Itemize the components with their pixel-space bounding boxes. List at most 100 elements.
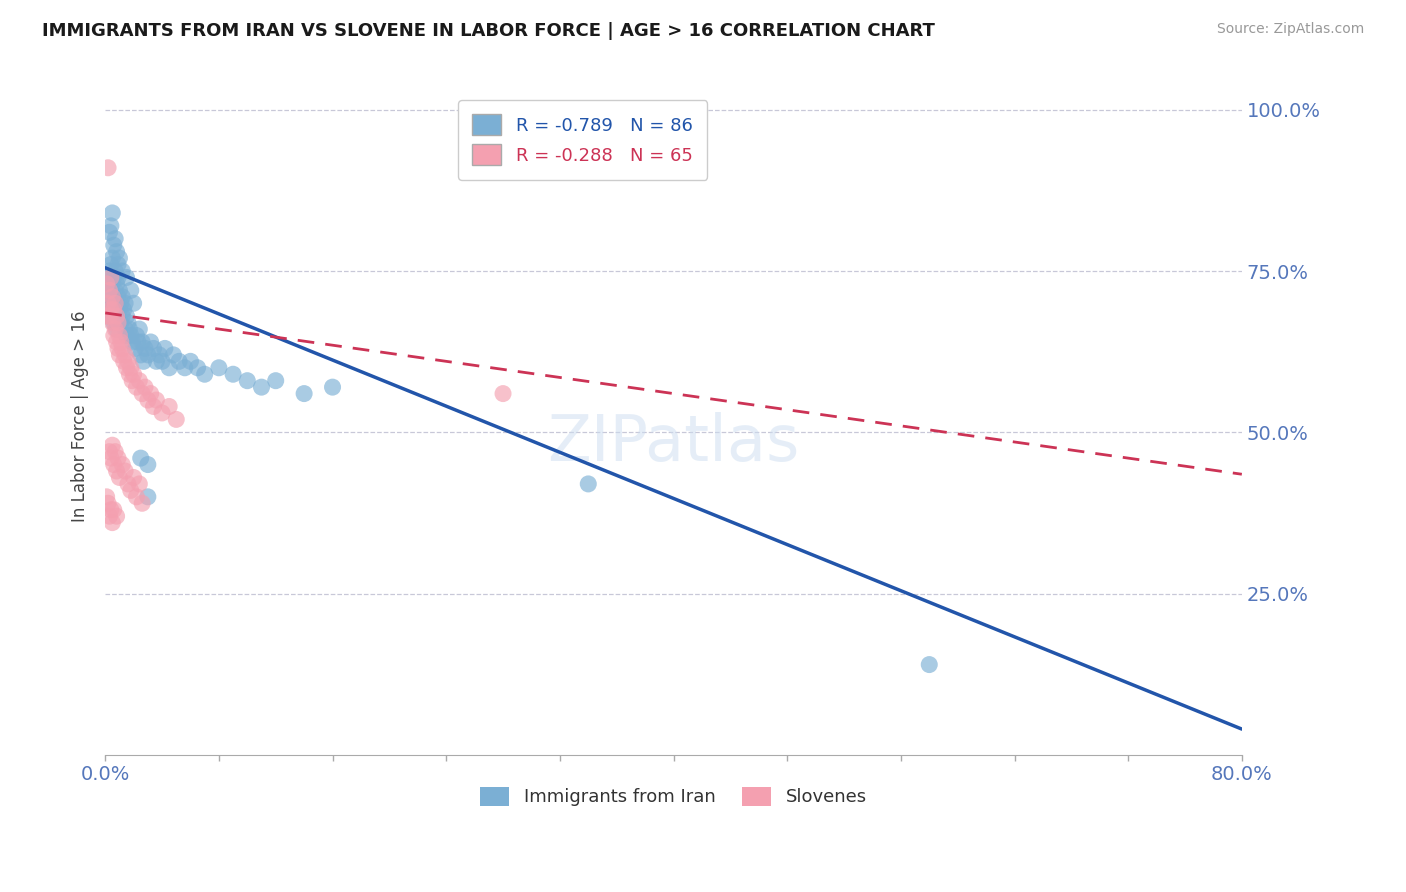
Point bbox=[136, 348, 159, 362]
Point bbox=[98, 264, 121, 278]
Point bbox=[96, 270, 118, 285]
Point bbox=[103, 458, 125, 472]
Point bbox=[114, 322, 136, 336]
Point bbox=[105, 296, 128, 310]
Point bbox=[108, 302, 131, 317]
Point bbox=[114, 464, 136, 478]
Point bbox=[131, 334, 153, 349]
Point bbox=[100, 270, 122, 285]
Point bbox=[101, 438, 124, 452]
Point bbox=[122, 470, 145, 484]
Point bbox=[121, 374, 143, 388]
Point bbox=[122, 368, 145, 382]
Point bbox=[96, 490, 118, 504]
Point bbox=[98, 509, 121, 524]
Point bbox=[97, 161, 120, 175]
Point bbox=[145, 354, 167, 368]
Point bbox=[108, 284, 131, 298]
Point bbox=[136, 490, 159, 504]
Point bbox=[167, 354, 190, 368]
Point bbox=[104, 284, 127, 298]
Point bbox=[110, 296, 132, 310]
Point bbox=[103, 316, 125, 330]
Point bbox=[96, 309, 118, 323]
Point bbox=[104, 232, 127, 246]
Point bbox=[125, 380, 148, 394]
Point bbox=[105, 309, 128, 323]
Point bbox=[129, 451, 152, 466]
Point bbox=[118, 368, 141, 382]
Legend: Immigrants from Iran, Slovenes: Immigrants from Iran, Slovenes bbox=[472, 780, 875, 814]
Point bbox=[105, 322, 128, 336]
Point bbox=[103, 238, 125, 252]
Point bbox=[134, 342, 156, 356]
Point bbox=[101, 316, 124, 330]
Point bbox=[108, 348, 131, 362]
Point bbox=[100, 219, 122, 233]
Y-axis label: In Labor Force | Age > 16: In Labor Force | Age > 16 bbox=[72, 310, 89, 522]
Point bbox=[111, 309, 134, 323]
Point bbox=[120, 360, 142, 375]
Point bbox=[107, 258, 129, 272]
Point bbox=[98, 309, 121, 323]
Point bbox=[100, 284, 122, 298]
Point bbox=[124, 342, 146, 356]
Point bbox=[120, 284, 142, 298]
Point bbox=[107, 316, 129, 330]
Point bbox=[110, 334, 132, 349]
Point bbox=[139, 386, 162, 401]
Point bbox=[162, 348, 184, 362]
Point bbox=[115, 309, 138, 323]
Point bbox=[115, 360, 138, 375]
Point bbox=[134, 380, 156, 394]
Point bbox=[97, 302, 120, 317]
Point bbox=[264, 374, 287, 388]
Point bbox=[131, 386, 153, 401]
Point bbox=[104, 309, 127, 323]
Point bbox=[108, 251, 131, 265]
Point bbox=[128, 322, 150, 336]
Point bbox=[111, 458, 134, 472]
Point bbox=[122, 296, 145, 310]
Point bbox=[104, 296, 127, 310]
Point bbox=[125, 490, 148, 504]
Point bbox=[101, 251, 124, 265]
Point bbox=[101, 302, 124, 317]
Point bbox=[129, 348, 152, 362]
Point bbox=[165, 412, 187, 426]
Point bbox=[492, 386, 515, 401]
Point bbox=[96, 284, 118, 298]
Point bbox=[100, 309, 122, 323]
Point bbox=[194, 368, 217, 382]
Point bbox=[98, 284, 121, 298]
Point bbox=[97, 277, 120, 291]
Point bbox=[117, 477, 139, 491]
Point bbox=[179, 354, 201, 368]
Point bbox=[121, 334, 143, 349]
Point bbox=[292, 386, 315, 401]
Point bbox=[157, 400, 180, 414]
Point bbox=[98, 444, 121, 458]
Point bbox=[100, 502, 122, 516]
Point bbox=[142, 342, 165, 356]
Point bbox=[104, 264, 127, 278]
Point bbox=[117, 316, 139, 330]
Point bbox=[108, 470, 131, 484]
Point bbox=[236, 374, 259, 388]
Point bbox=[117, 354, 139, 368]
Point bbox=[127, 334, 149, 349]
Point bbox=[98, 296, 121, 310]
Text: IMMIGRANTS FROM IRAN VS SLOVENE IN LABOR FORCE | AGE > 16 CORRELATION CHART: IMMIGRANTS FROM IRAN VS SLOVENE IN LABOR… bbox=[42, 22, 935, 40]
Point bbox=[107, 451, 129, 466]
Point bbox=[118, 322, 141, 336]
Point bbox=[157, 360, 180, 375]
Point bbox=[104, 322, 127, 336]
Point bbox=[120, 483, 142, 498]
Point bbox=[150, 406, 173, 420]
Point bbox=[107, 290, 129, 304]
Point bbox=[98, 225, 121, 239]
Point bbox=[105, 277, 128, 291]
Point bbox=[153, 342, 176, 356]
Point bbox=[128, 477, 150, 491]
Point bbox=[114, 348, 136, 362]
